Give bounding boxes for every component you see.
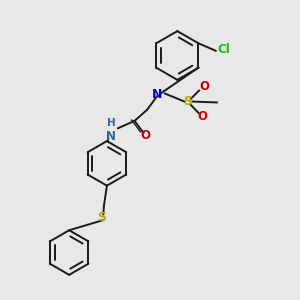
- Text: N: N: [106, 130, 116, 143]
- Text: S: S: [97, 211, 106, 224]
- Text: N: N: [152, 88, 162, 100]
- Text: H: H: [107, 118, 116, 128]
- Text: O: O: [200, 80, 209, 94]
- Text: O: O: [140, 129, 150, 142]
- Text: S: S: [184, 95, 193, 108]
- Text: O: O: [197, 110, 207, 123]
- Text: Cl: Cl: [217, 43, 230, 56]
